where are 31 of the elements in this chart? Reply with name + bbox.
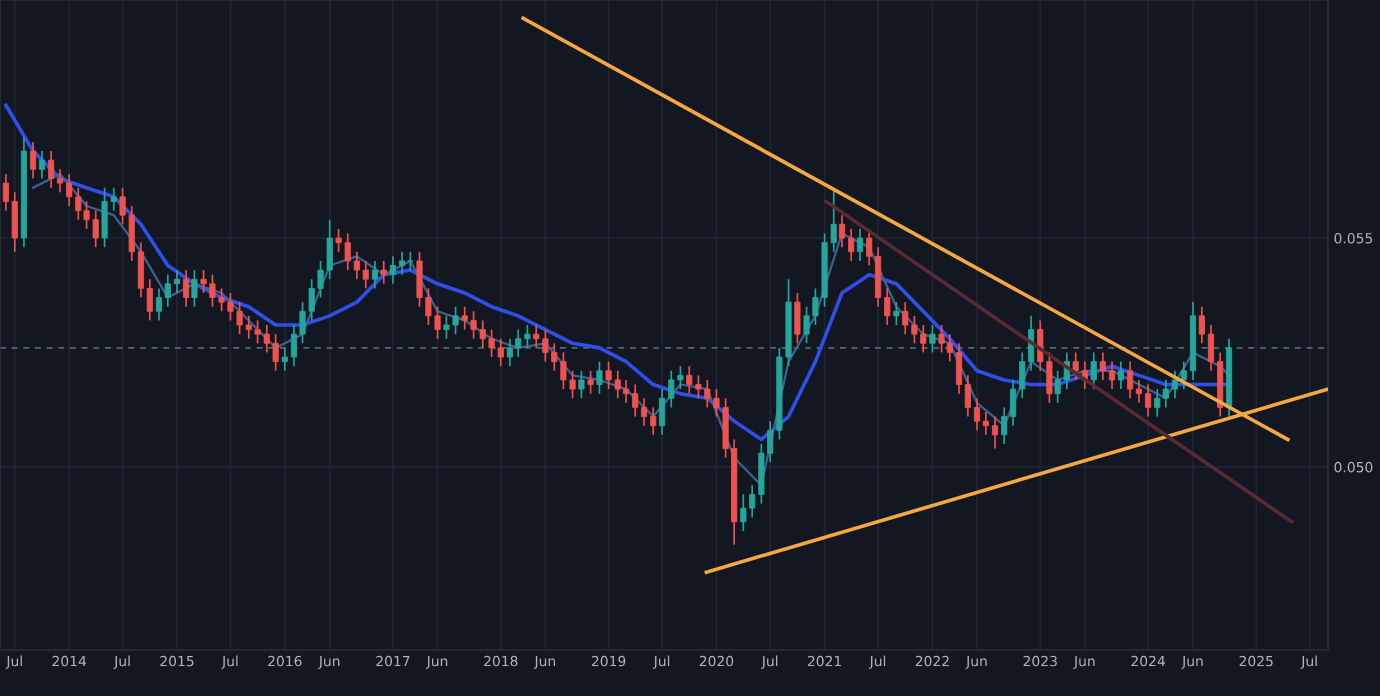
candlestick [362, 260, 369, 290]
candlestick [929, 324, 936, 354]
candlestick [30, 141, 37, 180]
candlestick [380, 260, 387, 285]
candlestick [838, 214, 846, 249]
candlestick [1117, 360, 1124, 390]
candlestick [371, 260, 378, 290]
candlestick [155, 287, 163, 322]
candlestick [173, 269, 181, 294]
candlestick [1126, 360, 1134, 400]
candlestick [506, 337, 514, 368]
candlestick [48, 150, 55, 189]
line-series [4, 103, 1231, 442]
candlestick [1108, 360, 1116, 390]
candlestick [856, 228, 864, 262]
candlestick [407, 250, 414, 271]
candlestick [389, 255, 397, 285]
candlestick [578, 369, 585, 400]
candlestick [587, 369, 594, 395]
candlestick [596, 360, 603, 395]
candlestick [794, 292, 801, 345]
candlestick [740, 493, 747, 532]
candlestick [38, 150, 46, 180]
candlestick [991, 415, 999, 450]
candlestick [1090, 351, 1097, 390]
candlestick [191, 269, 198, 308]
candlestick [893, 301, 900, 326]
candlestick [938, 324, 945, 354]
candlestick [56, 168, 64, 194]
candlestick [183, 269, 190, 308]
candlestick [1154, 388, 1161, 418]
